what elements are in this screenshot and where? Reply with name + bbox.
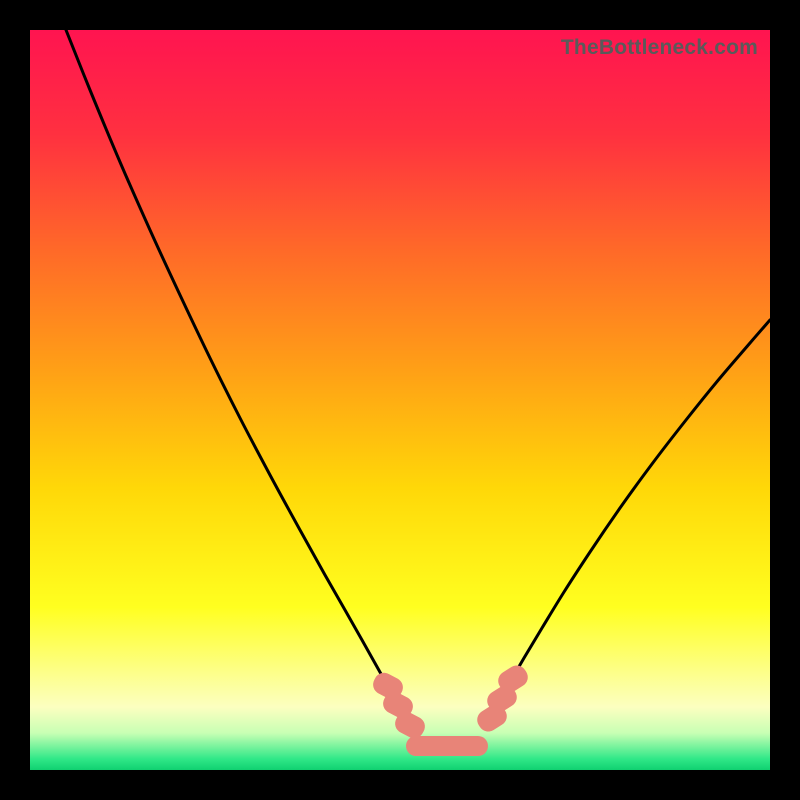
curve-left-branch: [66, 30, 398, 703]
trough-bar: [406, 736, 488, 756]
chart-frame: TheBottleneck.com: [0, 0, 800, 800]
watermark-text: TheBottleneck.com: [561, 36, 758, 60]
plot-area: TheBottleneck.com: [30, 30, 770, 770]
bottleneck-curve: [30, 30, 770, 770]
curve-right-branch: [500, 320, 770, 700]
curve-markers: [370, 662, 532, 742]
